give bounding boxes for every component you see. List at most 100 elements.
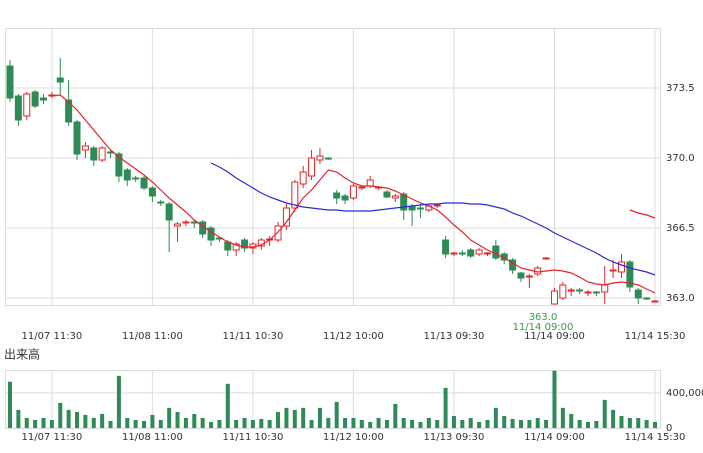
- candle-body: [324, 157, 332, 160]
- volume-bar: [368, 421, 373, 428]
- x-tick-label: 11/14 15:30: [625, 432, 686, 443]
- candle-body: [567, 289, 575, 292]
- volume-bar: [284, 407, 289, 428]
- price-frame: [5, 28, 661, 306]
- volume-bar: [16, 409, 21, 428]
- x-tick-label: 11/11 10:30: [223, 432, 284, 443]
- candle-body: [308, 157, 316, 177]
- candle-body: [90, 147, 98, 161]
- candle-body: [609, 269, 617, 272]
- candle-body: [492, 245, 500, 259]
- volume-bar: [167, 407, 172, 428]
- candle-body: [634, 289, 642, 299]
- volume-bar: [142, 420, 147, 428]
- candle-body: [584, 291, 592, 294]
- volume-bar: [343, 417, 348, 428]
- candle-body: [98, 147, 106, 161]
- candle-body: [450, 252, 458, 255]
- candle-body: [517, 272, 525, 279]
- volume-bar: [426, 417, 431, 428]
- candle-body: [174, 223, 182, 227]
- volume-bar: [200, 417, 205, 428]
- volume-bar: [175, 411, 180, 428]
- y-tick-label: 400,000: [666, 388, 703, 399]
- x-tick-label: 11/12 10:00: [323, 432, 384, 443]
- annotation: 11/14 09:00: [513, 322, 574, 333]
- candle-body: [366, 179, 374, 187]
- volume-bar: [560, 407, 565, 428]
- volume-bar: [100, 413, 105, 428]
- candle-body: [400, 193, 408, 211]
- candle-body: [383, 191, 391, 198]
- volume-bar: [58, 402, 63, 428]
- volume-bar: [602, 399, 607, 428]
- volume-bar: [317, 407, 322, 428]
- candle-body: [165, 203, 173, 221]
- volume-bar: [83, 414, 88, 428]
- x-tick-label: 11/14 09:00: [524, 331, 585, 342]
- volume-bar: [468, 417, 473, 428]
- moving-average-line: [210, 162, 656, 276]
- volume-bar: [384, 420, 389, 428]
- candle-body: [291, 181, 299, 209]
- volume-bar: [644, 420, 649, 428]
- candle-body: [31, 91, 39, 107]
- candle-body: [241, 239, 249, 249]
- x-tick-label: 11/12 10:00: [323, 331, 384, 342]
- volume-bar: [301, 407, 306, 428]
- candle-body: [73, 121, 81, 155]
- volume-bar: [133, 420, 138, 428]
- candle-body: [148, 187, 156, 197]
- candle-body: [643, 297, 651, 300]
- candle-body: [232, 243, 240, 251]
- volume-bar: [351, 417, 356, 428]
- candle-body: [651, 300, 659, 303]
- volume-bar: [183, 417, 188, 428]
- y-tick-label: 0: [666, 423, 672, 434]
- volume-bar: [569, 413, 574, 428]
- candle-body: [349, 185, 357, 199]
- volume-bar: [259, 418, 264, 428]
- x-tick-label: 11/07 11:30: [21, 331, 82, 342]
- candle-body: [542, 257, 550, 260]
- volume-bar: [225, 383, 230, 428]
- volume-bar: [334, 401, 339, 428]
- candle-body: [559, 284, 567, 299]
- candle-body: [23, 93, 31, 117]
- y-tick-label: 373.5: [666, 83, 695, 94]
- volume-bar: [116, 375, 121, 428]
- volume-bar: [24, 417, 29, 428]
- volume-bar: [594, 420, 599, 428]
- candle-body: [592, 291, 600, 294]
- volume-bar: [192, 413, 197, 428]
- volume-bar: [401, 417, 406, 428]
- volume-bar: [267, 420, 272, 428]
- candle-body: [617, 261, 625, 273]
- candle-body: [333, 192, 341, 199]
- volume-bar: [150, 414, 155, 428]
- y-tick-label: 370.0: [666, 153, 695, 164]
- candle-body: [274, 225, 282, 241]
- candle-body: [65, 99, 73, 123]
- volume-bar: [502, 415, 507, 428]
- volume-bar: [619, 415, 624, 428]
- candle-body: [115, 153, 123, 177]
- volume-bar: [585, 421, 590, 428]
- volume-bar: [108, 420, 113, 428]
- volume-bar: [460, 420, 465, 428]
- candle-body: [576, 289, 584, 292]
- x-tick-label: 11/13 09:30: [424, 432, 485, 443]
- volume-bar: [577, 420, 582, 428]
- volume-bar: [309, 420, 314, 428]
- candle-body: [483, 252, 491, 255]
- candle-body: [316, 155, 324, 161]
- volume-bar: [552, 370, 557, 428]
- volume-bar: [326, 417, 331, 428]
- y-tick-label: 363.0: [666, 293, 695, 304]
- candle-body: [123, 169, 131, 181]
- candle-body: [442, 239, 450, 255]
- x-tick-label: 11/14 09:00: [524, 432, 585, 443]
- candle-body: [391, 195, 399, 199]
- candle-body: [157, 201, 165, 204]
